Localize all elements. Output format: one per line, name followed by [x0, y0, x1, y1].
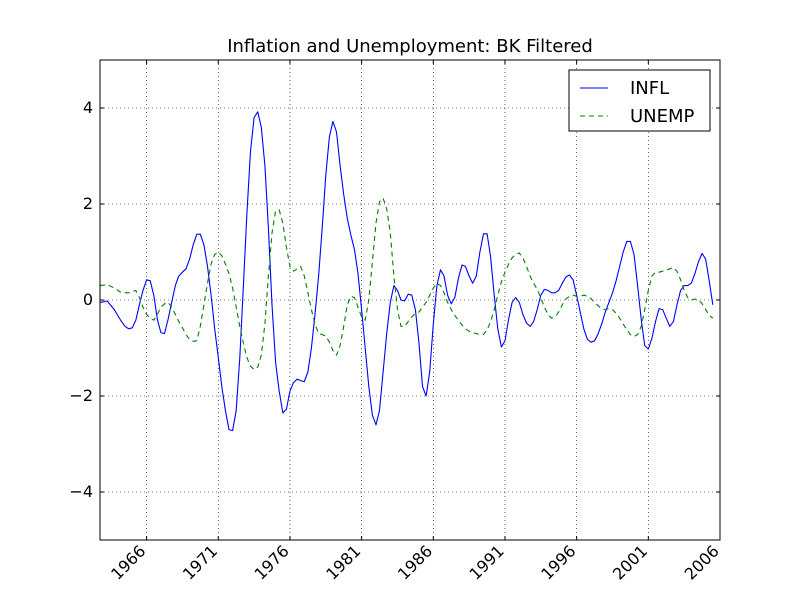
- series-line-infl: [99, 111, 714, 432]
- chart-title: Inflation and Unemployment: BK Filtered: [227, 36, 593, 57]
- legend: INFL UNEMP: [568, 69, 711, 132]
- y-tick-label: 0: [83, 290, 93, 309]
- y-tick-label: −2: [69, 386, 93, 405]
- legend-box: [568, 69, 711, 132]
- y-tick-label: −4: [69, 482, 93, 501]
- series-layer: [99, 111, 714, 432]
- y-tick-label: 2: [83, 194, 93, 213]
- legend-label-infl: INFL: [630, 78, 669, 99]
- series-line-unemp: [99, 197, 714, 371]
- legend-label-unemp: UNEMP: [630, 106, 695, 127]
- y-tick-label: 4: [83, 98, 93, 117]
